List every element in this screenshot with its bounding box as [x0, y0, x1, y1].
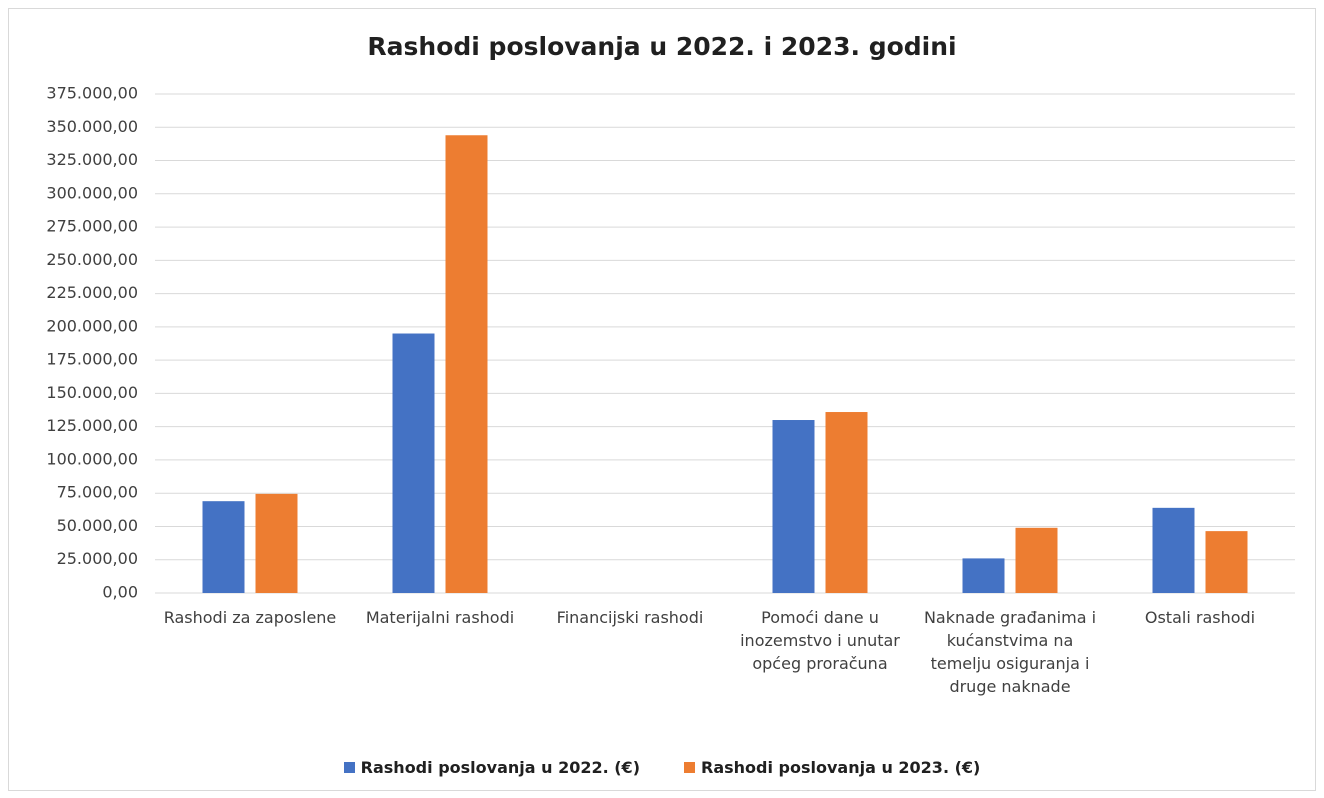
- y-tick-label: 325.000,00: [46, 150, 138, 169]
- y-tick-label: 0,00: [102, 583, 138, 602]
- x-tick-label: Ostali rashodi: [1144, 608, 1256, 627]
- bar: [1152, 507, 1195, 593]
- y-tick-label: 275.000,00: [46, 217, 138, 236]
- y-tick-label: 50.000,00: [57, 516, 138, 535]
- legend-label: Rashodi poslovanja u 2023. (€): [701, 758, 981, 777]
- chart-title: Rashodi poslovanja u 2022. i 2023. godin…: [367, 32, 956, 61]
- bar: [255, 493, 298, 593]
- y-tick-label: 250.000,00: [46, 250, 138, 269]
- bar: [1015, 527, 1058, 593]
- y-tick-label: 225.000,00: [46, 283, 138, 302]
- bar: [962, 558, 1005, 593]
- bar: [825, 412, 868, 593]
- y-tick-label: 125.000,00: [46, 416, 138, 435]
- y-tick-label: 75.000,00: [57, 483, 138, 502]
- x-tick-label: Naknade građanima i kućanstvima na temel…: [923, 608, 1097, 696]
- y-tick-label: 300.000,00: [46, 183, 138, 202]
- bar: [202, 501, 245, 593]
- bar: [772, 420, 815, 593]
- y-tick-label: 150.000,00: [46, 383, 138, 402]
- legend-item: Rashodi poslovanja u 2022. (€): [343, 758, 640, 777]
- y-tick-label: 25.000,00: [57, 549, 138, 568]
- legend-swatch: [343, 762, 355, 773]
- x-tick-label: Rashodi za zaposlene: [163, 608, 337, 627]
- legend: Rashodi poslovanja u 2022. (€) Rashodi po…: [0, 758, 1324, 777]
- y-tick-label: 100.000,00: [46, 449, 138, 468]
- y-tick-label: 375.000,00: [46, 84, 138, 103]
- legend-swatch: [684, 762, 695, 773]
- x-tick-label: Pomoći dane u inozemstvo i unutar općeg …: [740, 608, 900, 673]
- x-tick-label: Materijalni rashodi: [365, 608, 515, 627]
- legend-label: Rashodi poslovanja u 2022. (€): [360, 758, 640, 777]
- bar: [1205, 531, 1248, 593]
- y-tick-label: 350.000,00: [46, 117, 138, 136]
- legend-item: Rashodi poslovanja u 2023. (€): [684, 758, 980, 777]
- y-tick-label: 200.000,00: [46, 316, 138, 335]
- y-tick-label: 175.000,00: [46, 350, 138, 369]
- chart-frame: [8, 8, 1316, 791]
- x-tick-label: Financijski rashodi: [556, 608, 704, 627]
- bar: [445, 135, 488, 593]
- bar: [392, 333, 435, 593]
